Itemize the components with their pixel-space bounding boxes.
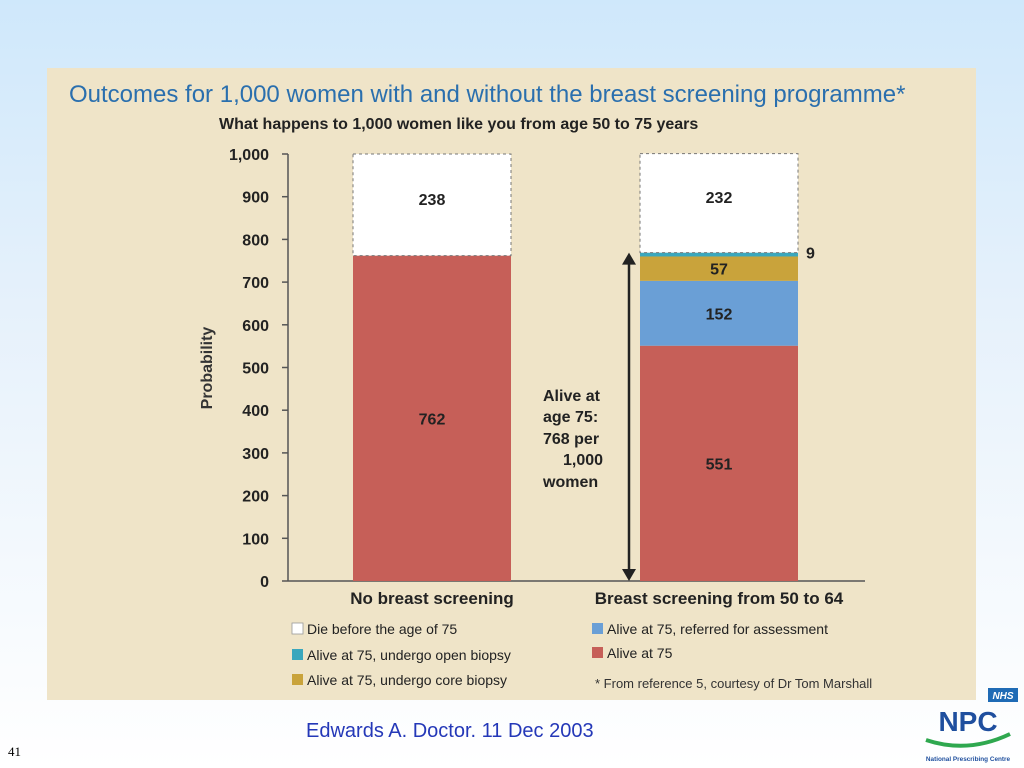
annotation-line: age 75: xyxy=(543,409,598,426)
data-label: 762 xyxy=(419,411,446,428)
npc-swoosh xyxy=(925,732,1011,748)
chart-scan-panel: Outcomes for 1,000 women with and withou… xyxy=(47,68,976,700)
nhs-badge xyxy=(988,688,1018,702)
alive-arrow-head-up xyxy=(622,252,636,265)
bar-segment xyxy=(639,153,799,254)
annotation-line: women xyxy=(542,474,598,491)
legend-swatch xyxy=(292,674,303,685)
legend-label: Alive at 75, referred for assessment xyxy=(607,621,828,637)
data-label: 152 xyxy=(706,306,733,323)
npc-logo: NHS NPC National Prescribing Centre xyxy=(925,688,1018,763)
y-tick-label: 500 xyxy=(242,361,269,378)
y-axis-label: Probability xyxy=(199,327,216,410)
legend-label: Die before the age of 75 xyxy=(307,621,457,637)
annotation-line: Alive at xyxy=(543,388,601,405)
slide-number: 41 xyxy=(8,744,21,759)
legend-swatch xyxy=(592,623,603,634)
chart-subtitle: What happens to 1,000 women like you fro… xyxy=(219,116,698,133)
chart-title: Outcomes for 1,000 women with and withou… xyxy=(69,81,905,108)
x-category-label: Breast screening from 50 to 64 xyxy=(595,589,844,608)
nhs-text: NHS xyxy=(992,691,1013,702)
data-label: 551 xyxy=(706,456,733,473)
legend-label: Alive at 75 xyxy=(607,645,673,661)
y-tick-label: 800 xyxy=(242,232,269,249)
y-tick-label: 600 xyxy=(242,318,269,335)
x-category-label: No breast screening xyxy=(350,589,513,608)
y-tick-label: 400 xyxy=(242,403,269,420)
source-caption: Edwards A. Doctor. 11 Dec 2003 xyxy=(306,720,594,742)
bar-segment xyxy=(353,255,511,581)
footnote: * From reference 5, courtesy of Dr Tom M… xyxy=(595,676,872,691)
legend-label: Alive at 75, undergo open biopsy xyxy=(307,647,511,663)
y-tick-label: 900 xyxy=(242,190,269,207)
legend-label: Alive at 75, undergo core biopsy xyxy=(307,672,507,688)
y-tick-label: 100 xyxy=(242,531,269,548)
alive-arrow-head-down xyxy=(622,569,636,581)
legend-swatch xyxy=(592,647,603,658)
bar-segment xyxy=(352,153,512,257)
legend-swatch xyxy=(292,649,303,660)
data-label: 9 xyxy=(806,246,815,263)
stacked-bar-chart: Outcomes for 1,000 women with and withou… xyxy=(69,81,905,691)
bar-segment xyxy=(640,256,798,281)
bar-segment xyxy=(640,252,798,257)
y-tick-label: 0 xyxy=(260,574,269,591)
y-tick-label: 700 xyxy=(242,275,269,292)
y-tick-label: 200 xyxy=(242,489,269,506)
data-label: 238 xyxy=(419,192,446,209)
data-label: 232 xyxy=(706,190,733,207)
annotation-line: 768 per xyxy=(543,431,599,448)
bar-segment xyxy=(640,345,798,581)
npc-text: NPC xyxy=(938,706,997,737)
annotation-line: 1,000 xyxy=(563,452,603,469)
data-label: 57 xyxy=(710,262,728,279)
legend-swatch xyxy=(291,622,304,635)
npc-org-name: National Prescribing Centre xyxy=(926,756,1011,763)
y-tick-label: 300 xyxy=(242,446,269,463)
bar-segment xyxy=(640,280,798,346)
y-tick-label: 1,000 xyxy=(229,147,269,164)
